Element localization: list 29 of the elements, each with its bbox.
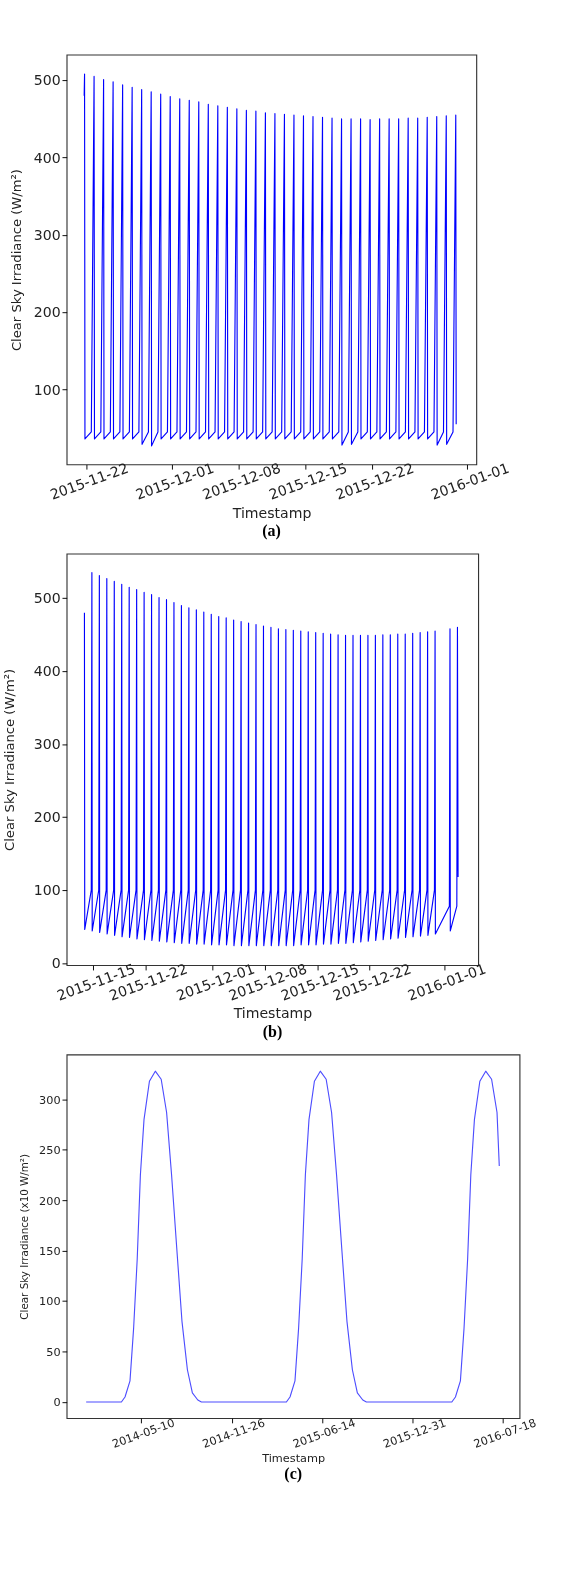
y-axis-title: Clear Sky Irradiance (W/m²) [9, 169, 25, 352]
y-tick-label: 500 [33, 72, 61, 89]
text: (c) [284, 1465, 303, 1484]
y-tick-label: 100 [33, 381, 61, 398]
y-tick-label: 500 [33, 590, 61, 607]
y-tick-label: 50 [46, 1345, 61, 1359]
y-tick-label: 200 [33, 304, 61, 321]
line-series [85, 1070, 500, 1403]
y-tick-label: 300 [33, 736, 61, 753]
y-tick-label: 100 [39, 1295, 61, 1309]
text: (b) [262, 1022, 283, 1041]
y-axis-title: Clear Sky Irradiance (W/m²) [1, 668, 17, 851]
x-axis-title: Timestamp [231, 504, 312, 521]
y-tick-label: 400 [33, 663, 61, 680]
line-series [83, 572, 459, 947]
y-tick-label: 300 [33, 227, 61, 244]
text: (a) [262, 521, 281, 540]
y-tick-label: 200 [39, 1194, 61, 1208]
y-tick-label: 250 [39, 1144, 61, 1158]
x-axis-title: Timestamp [232, 1005, 313, 1022]
y-axis-title: Clear Sky Irradiance (x10 W/m²) [17, 1153, 30, 1320]
y-tick-label: 400 [33, 149, 61, 166]
y-tick-label: 0 [53, 1396, 61, 1410]
line-series [83, 73, 457, 447]
y-tick-label: 200 [33, 809, 61, 826]
y-tick-label: 150 [39, 1244, 61, 1258]
y-tick-label: 100 [33, 882, 61, 899]
y-tick-label: 300 [39, 1093, 61, 1107]
x-axis-title: Timestamp [261, 1452, 326, 1466]
